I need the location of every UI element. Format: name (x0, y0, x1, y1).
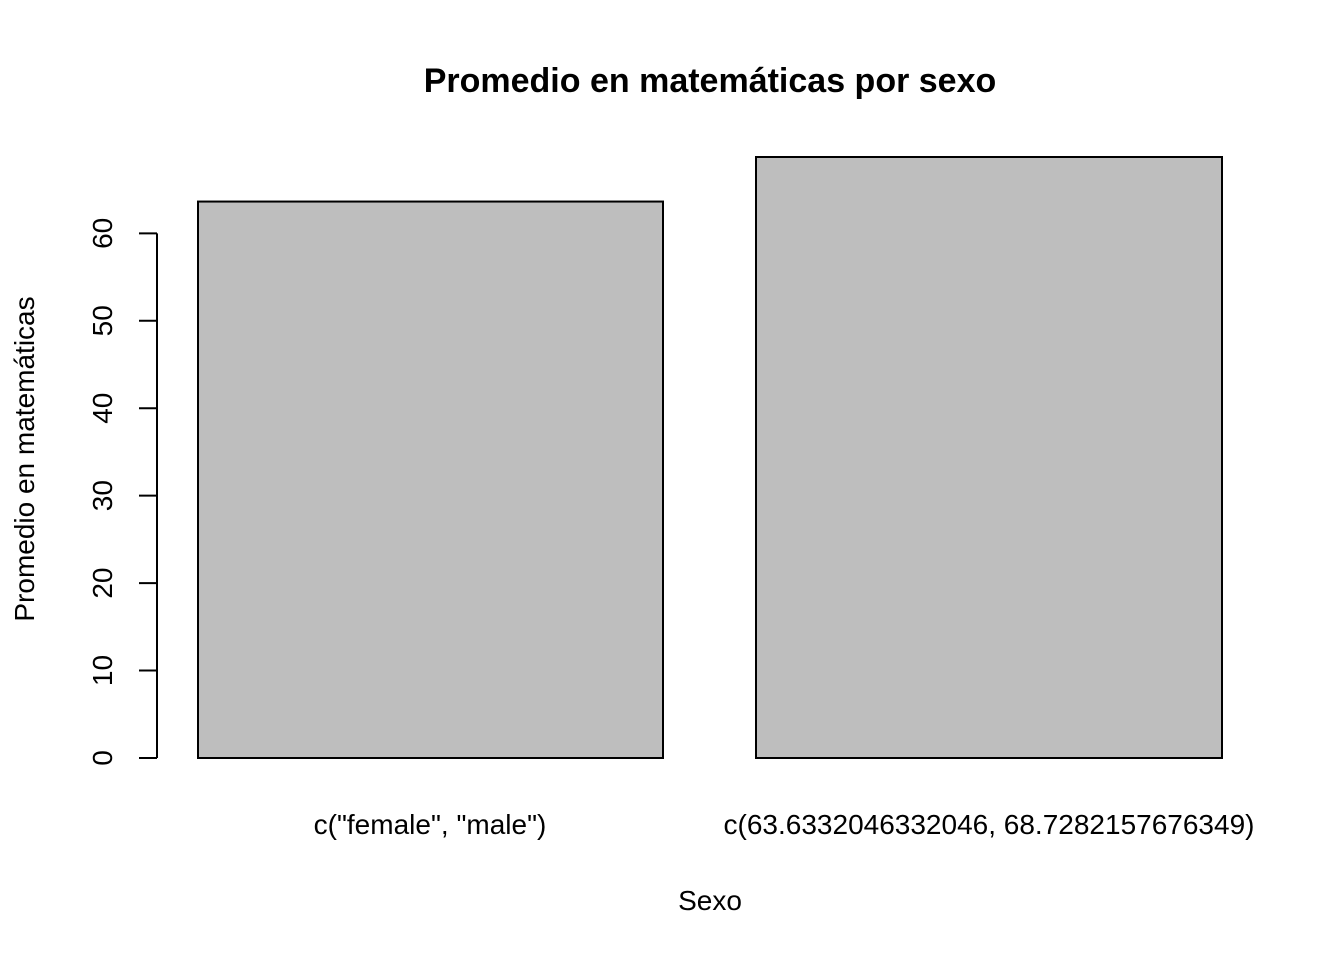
y-tick-label-5: 50 (87, 305, 118, 336)
x-axis-labels: c("female", "male") c(63.6332046332046, 6… (314, 809, 1255, 840)
x-category-label-1: c(63.6332046332046, 68.7282157676349) (724, 809, 1255, 840)
y-tick-label-3: 30 (87, 480, 118, 511)
y-tick-label-4: 40 (87, 393, 118, 424)
bars-layer (197, 156, 1223, 759)
x-category-label-0: c("female", "male") (314, 809, 547, 840)
y-tick-label-0: 0 (87, 750, 118, 766)
chart-title: Promedio en matemáticas por sexo (424, 62, 997, 100)
y-tick-label-6: 60 (87, 218, 118, 249)
bar-1 (755, 156, 1223, 759)
y-axis: 0 10 20 30 40 50 60 (87, 218, 158, 766)
x-axis-label: Sexo (678, 885, 742, 916)
y-tick-label-2: 20 (87, 568, 118, 599)
bar-0 (197, 200, 664, 759)
y-axis-label: Promedio en matemáticas (9, 296, 40, 621)
y-tick-label-1: 10 (87, 655, 118, 686)
